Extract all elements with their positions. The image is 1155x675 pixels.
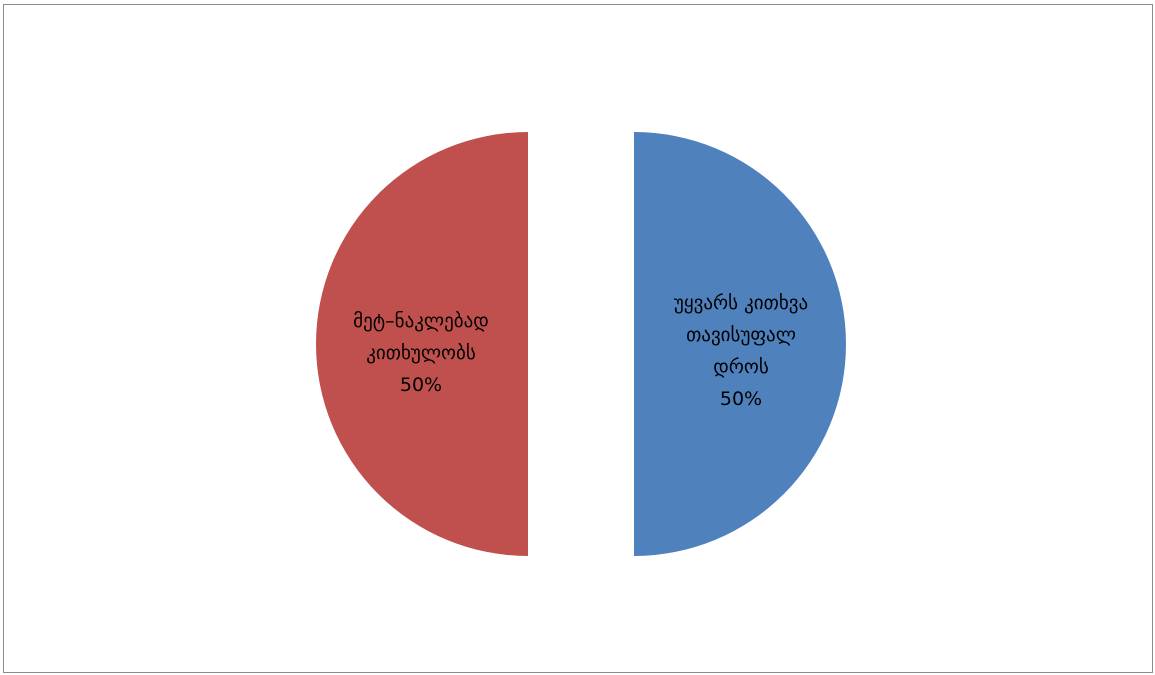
pie-slice-2 bbox=[316, 132, 528, 556]
pie-slice-1 bbox=[634, 132, 846, 556]
chart-area: უყვარს კითხვა თავისუფალ დროს 50% მეტ–ნაკლება… bbox=[3, 4, 1153, 673]
slice-category-label: კითხულობს bbox=[366, 342, 476, 364]
slice-category-label: დროს bbox=[713, 356, 769, 378]
pie-chart: უყვარს კითხვა თავისუფალ დროს 50%მეტ–ნაკლება… bbox=[316, 132, 846, 556]
slice-label-2: მეტ–ნაკლებად კითხულობს 50% bbox=[353, 310, 489, 396]
slice-percent-label: 50% bbox=[720, 388, 762, 410]
slice-percent-label: 50% bbox=[400, 374, 442, 396]
slice-label-1: უყვარს კითხვა თავისუფალ დროს 50% bbox=[674, 292, 808, 410]
slice-category-label: უყვარს კითხვა bbox=[674, 292, 808, 314]
slice-category-label: თავისუფალ bbox=[686, 324, 796, 346]
slice-category-label: მეტ–ნაკლებად bbox=[353, 310, 489, 332]
